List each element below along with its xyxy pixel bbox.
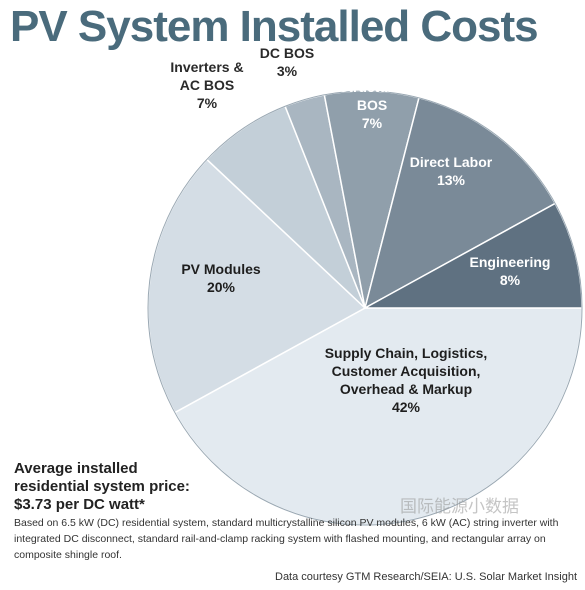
pie-slices	[147, 90, 583, 526]
average-price-line-2: residential system price:	[14, 478, 190, 495]
average-price-callout: Average installed residential system pri…	[14, 460, 244, 514]
slice-name-label: Structural	[339, 79, 405, 95]
slice-name-label: DC BOS	[260, 45, 314, 61]
slice-name-label: AC BOS	[180, 77, 234, 93]
slice-name-label: Direct Labor	[410, 154, 493, 170]
slice-percent-label: 42%	[392, 399, 421, 415]
slice-percent-label: 8%	[500, 272, 521, 288]
slice-percent-label: 7%	[197, 95, 218, 111]
slice-name-label: BOS	[357, 97, 387, 113]
pie-labels: Supply Chain, Logistics, Customer Acquisi…	[170, 45, 550, 415]
slice-name-label: Engineering	[470, 254, 551, 270]
slice-name-label: Supply Chain, Logistics,	[325, 345, 488, 361]
slice-percent-label: 20%	[207, 279, 236, 295]
watermark: 国际能源小数据	[400, 497, 519, 517]
pie-outline	[147, 90, 583, 526]
average-price-line-3: $3.73 per DC watt*	[14, 496, 145, 513]
chart-title: PV System Installed Costs	[10, 2, 539, 51]
slice-percent-label: 7%	[362, 115, 383, 131]
slice-percent-label: 13%	[437, 172, 466, 188]
slice-name-label: Overhead & Markup	[340, 381, 472, 397]
slice-percent-label: 3%	[277, 63, 298, 79]
slice-name-label: Customer Acquisition,	[332, 363, 481, 379]
footnote: Based on 6.5 kW (DC) residential system,…	[14, 517, 559, 561]
slice-name-label: PV Modules	[181, 261, 261, 277]
data-credit: Data courtesy GTM Research/SEIA: U.S. So…	[275, 571, 577, 583]
slice-name-label: Inverters &	[170, 59, 243, 75]
average-price-line-1: Average installed	[14, 460, 138, 477]
